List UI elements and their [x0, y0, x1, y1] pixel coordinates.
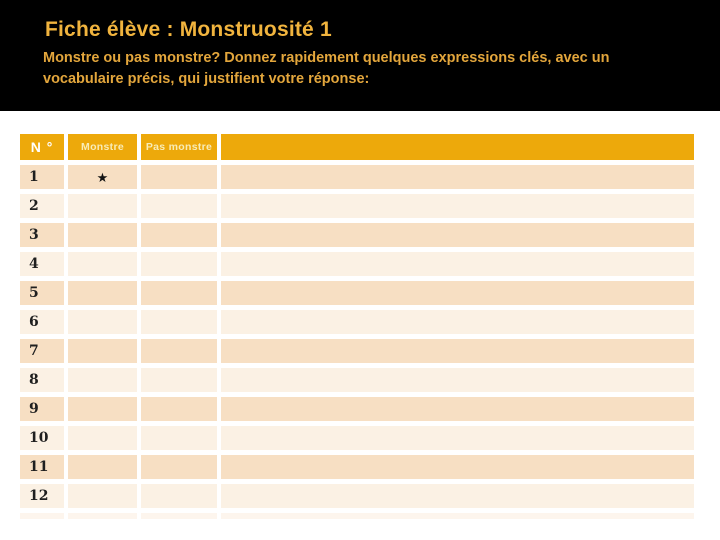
row-number-cell: 7: [20, 339, 64, 363]
row-number-cell: 1: [20, 165, 64, 189]
monstre-cell: [68, 484, 137, 508]
pas-monstre-cell: [141, 223, 217, 247]
monstre-cell: [68, 339, 137, 363]
notes-cell: [221, 281, 694, 305]
slide-subtitle: Monstre ou pas monstre? Donnez rapidemen…: [43, 48, 693, 89]
notes-cell: [221, 426, 694, 450]
pas-monstre-cell: [141, 484, 217, 508]
monstre-cell: [68, 281, 137, 305]
clipped-row-cell: [20, 513, 64, 519]
pas-monstre-cell: [141, 281, 217, 305]
notes-cell: [221, 339, 694, 363]
row-number-cell: 12: [20, 484, 64, 508]
notes-cell: [221, 194, 694, 218]
column-header-monstre: Monstre: [68, 134, 137, 160]
pas-monstre-cell: [141, 252, 217, 276]
row-number-cell: 4: [20, 252, 64, 276]
pas-monstre-cell: [141, 194, 217, 218]
pas-monstre-cell: [141, 310, 217, 334]
row-number-cell: 6: [20, 310, 64, 334]
monstre-cell: [68, 252, 137, 276]
pas-monstre-cell: [141, 368, 217, 392]
monstre-cell star-icon: ★: [68, 165, 137, 189]
row-number-cell: 5: [20, 281, 64, 305]
monstre-cell: [68, 368, 137, 392]
monstre-cell: [68, 194, 137, 218]
pas-monstre-cell: [141, 165, 217, 189]
pas-monstre-cell: [141, 426, 217, 450]
notes-cell: [221, 397, 694, 421]
slide-subtitle-line-1: Monstre ou pas monstre? Donnez rapidemen…: [43, 50, 610, 66]
monstre-cell: [68, 455, 137, 479]
row-number-cell: 8: [20, 368, 64, 392]
column-header-num: N °: [20, 134, 64, 160]
row-number-cell: 10: [20, 426, 64, 450]
notes-cell: [221, 484, 694, 508]
notes-cell: [221, 310, 694, 334]
column-header-notes: [221, 134, 694, 160]
notes-cell: [221, 223, 694, 247]
pas-monstre-cell: [141, 455, 217, 479]
notes-cell: [221, 165, 694, 189]
notes-cell: [221, 368, 694, 392]
notes-cell: [221, 252, 694, 276]
clipped-row-cell: [221, 513, 694, 519]
slide-title: Fiche élève : Monstruosité 1: [45, 18, 332, 41]
slide-subtitle-line-2: vocabulaire précis, qui justifient votre…: [43, 70, 370, 87]
row-number-cell: 9: [20, 397, 64, 421]
notes-cell: [221, 455, 694, 479]
clipped-row-cell: [141, 513, 217, 519]
worksheet-table: N ° Monstre Pas monstre 1 ★ 2 3 4 5 6: [20, 134, 694, 519]
clipped-row-cell: [68, 513, 137, 519]
pas-monstre-cell: [141, 397, 217, 421]
monstre-cell: [68, 223, 137, 247]
row-number-cell: 2: [20, 194, 64, 218]
monstre-cell: [68, 310, 137, 334]
slide-header-band: [0, 0, 720, 111]
row-number-cell: 11: [20, 455, 64, 479]
monstre-cell: [68, 426, 137, 450]
row-number-cell: 3: [20, 223, 64, 247]
pas-monstre-cell: [141, 339, 217, 363]
column-header-pas-monstre: Pas monstre: [141, 134, 217, 160]
monstre-cell: [68, 397, 137, 421]
